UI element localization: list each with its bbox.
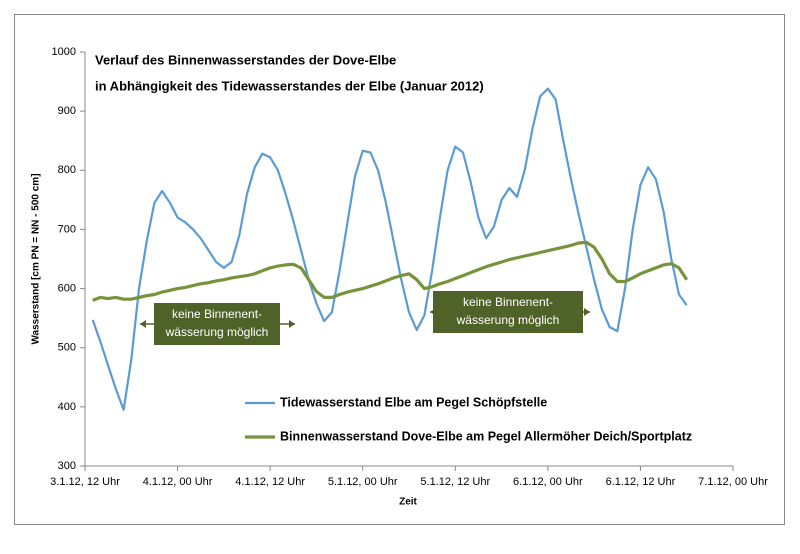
- annotation-text: wässerung möglich: [165, 325, 269, 339]
- series-line: [91, 87, 688, 411]
- y-tick-label: 400: [58, 401, 76, 413]
- y-tick-label: 800: [58, 164, 76, 176]
- annotation-arrowhead: [584, 308, 590, 316]
- y-tick-label: 700: [58, 223, 76, 235]
- y-tick-label: 500: [58, 342, 76, 354]
- x-tick-label: 6.1.12, 12 Uhr: [606, 476, 676, 488]
- x-tick-label: 6.1.12, 00 Uhr: [513, 476, 583, 488]
- series-line: [92, 240, 689, 302]
- chart-title: Verlauf des Binnenwasserstandes der Dove…: [95, 52, 396, 67]
- y-tick-label: 1000: [52, 46, 76, 58]
- x-tick-label: 7.1.12, 00 Uhr: [698, 476, 768, 488]
- x-tick-label: 4.1.12, 00 Uhr: [143, 476, 213, 488]
- x-axis-label: Zeit: [399, 497, 417, 508]
- legend-label: Tidewasserstand Elbe am Pegel Schöpfstel…: [280, 395, 547, 409]
- annotation-box: [433, 291, 583, 333]
- x-tick-label: 5.1.12, 12 Uhr: [420, 476, 490, 488]
- annotation-arrowhead: [140, 320, 146, 328]
- x-tick-label: 4.1.12, 12 Uhr: [235, 476, 305, 488]
- y-tick-label: 900: [58, 105, 76, 117]
- y-tick-label: 300: [58, 460, 76, 472]
- legend-label: Binnenwasserstand Dove-Elbe am Pegel All…: [280, 429, 692, 443]
- x-tick-label: 5.1.12, 00 Uhr: [328, 476, 398, 488]
- chart-subtitle: in Abhängigkeit des Tidewasserstandes de…: [95, 78, 484, 93]
- annotation-text: wässerung möglich: [456, 313, 560, 327]
- annotation-text: keine Binnenent-: [463, 295, 553, 309]
- y-axis-label: Wasserstand [cm PN = NN - 500 cm]: [31, 173, 42, 344]
- annotation-box: [154, 303, 280, 345]
- y-tick-label: 600: [58, 282, 76, 294]
- x-tick-label: 3.1.12, 12 Uhr: [50, 476, 120, 488]
- annotation-arrowhead: [289, 320, 295, 328]
- annotation-text: keine Binnenent-: [172, 307, 262, 321]
